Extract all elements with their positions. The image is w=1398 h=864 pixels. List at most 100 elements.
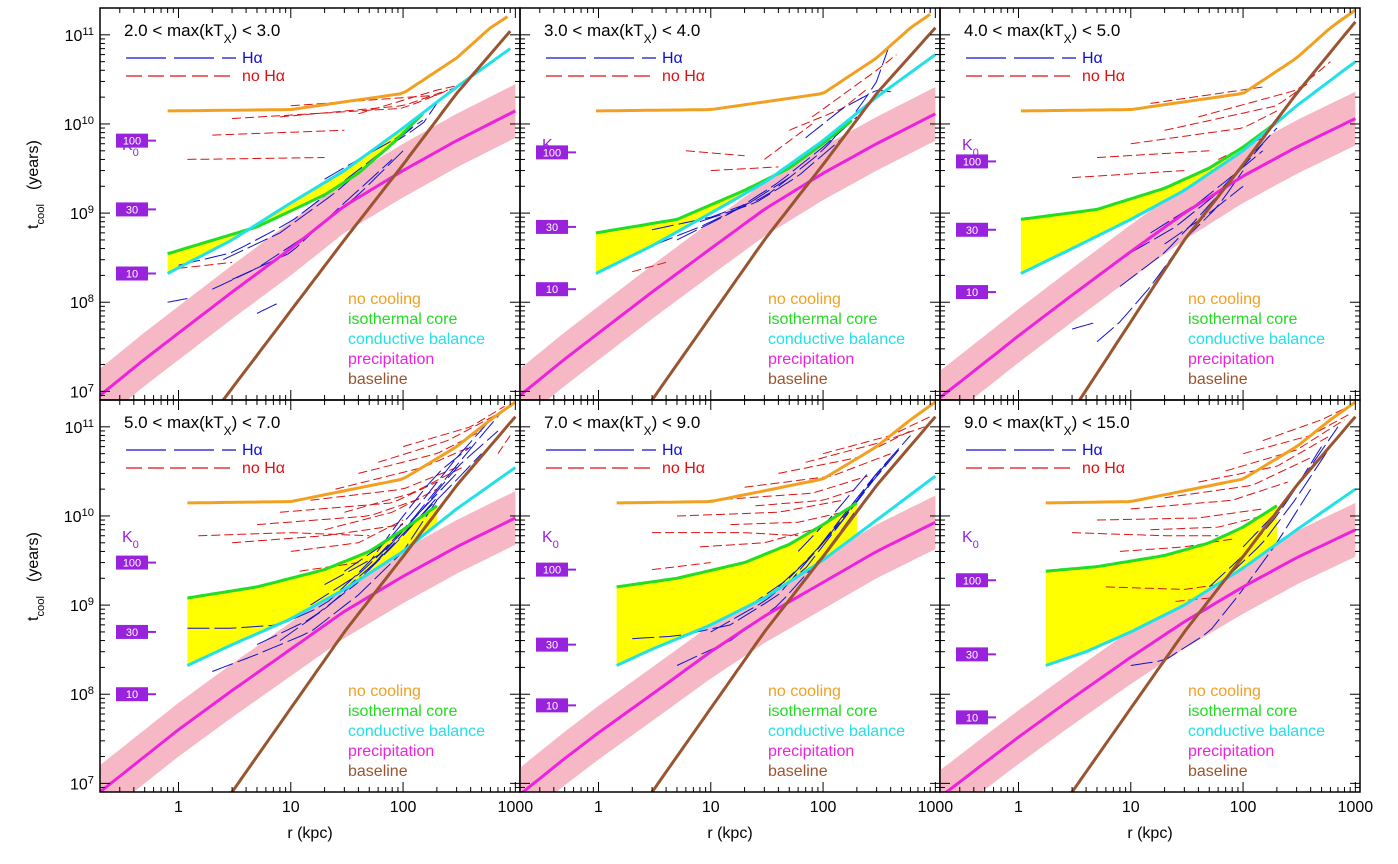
- curve-legend-baseline: baseline: [1188, 371, 1248, 388]
- curve-legend-precipitation: precipitation: [768, 743, 854, 760]
- no-halpha-legend-label: no Hα: [662, 460, 705, 477]
- precipitation-curve: [940, 117, 1357, 399]
- no-halpha-profile-7: [805, 426, 925, 463]
- k0-tick-label: 10: [966, 287, 978, 299]
- no-halpha-profile-5: [764, 123, 813, 160]
- plot-area: [520, 400, 937, 792]
- k0-tick-10: 10: [116, 687, 156, 702]
- no-halpha-profile-6: [1198, 435, 1331, 483]
- x-tick-label: 10: [1122, 799, 1140, 816]
- no-halpha-profile-13: [497, 435, 511, 454]
- no-halpha-profile-2: [1096, 508, 1263, 521]
- plot-area: [940, 8, 1357, 400]
- halpha-profile-6: [1071, 321, 1098, 330]
- k0-tick-100: 100: [116, 555, 156, 570]
- precipitation-curve: [520, 112, 937, 397]
- no-halpha-profile-3: [789, 88, 869, 131]
- halpha-legend-label: Hα: [1082, 50, 1103, 67]
- k0-tick-100: 100: [116, 133, 156, 148]
- k0-label: K0: [122, 529, 139, 551]
- y-axis-label-group: tcool (years): [25, 532, 47, 621]
- panel-title: 4.0 < max(kTX) < 5.0: [964, 21, 1120, 46]
- halpha-profile-3: [1130, 127, 1278, 254]
- x-axis-label: r (kpc): [287, 825, 332, 842]
- no-halpha-profile-10: [324, 488, 438, 531]
- x-tick-label: 1: [174, 799, 183, 816]
- k0-tick-label: 10: [546, 700, 558, 712]
- curve-legend-baseline: baseline: [1188, 763, 1248, 780]
- no-halpha-legend-label: no Hα: [242, 460, 285, 477]
- axis-ticks: [519, 399, 940, 793]
- precipitation-curve: [520, 520, 937, 792]
- curve-legend-baseline: baseline: [768, 371, 828, 388]
- k0-tick-label: 10: [126, 269, 138, 281]
- k0-tick-label: 30: [126, 204, 138, 216]
- curve-legend-isothermal-core: isothermal core: [1188, 703, 1297, 720]
- panel-4: 1 10 100 1000 r (kpc) 107 108 109 1010 1011 tcool (…: [25, 399, 533, 842]
- halpha-profile-6: [324, 408, 505, 586]
- y-tick-label: 1011: [65, 26, 94, 45]
- plot-area: [100, 400, 517, 792]
- no-halpha-profile-5: [1198, 61, 1331, 118]
- no-halpha-legend-label: no Hα: [1082, 68, 1125, 85]
- y-axis-label-units: (years): [25, 140, 42, 190]
- no-halpha-profile-1: [187, 157, 325, 160]
- k0-tick-100: 100: [536, 562, 576, 577]
- curve-legend-conductive-balance: conductive balance: [1188, 331, 1325, 348]
- curve-legend-isothermal-core: isothermal core: [1188, 311, 1297, 328]
- no-halpha-profile-1: [652, 532, 799, 537]
- k0-tick-10: 10: [536, 698, 576, 713]
- no-halpha-profile-1: [710, 166, 779, 172]
- precipitation-curve: [100, 516, 517, 792]
- k0-tick-label: 30: [966, 649, 978, 661]
- curve-legend-no-cooling: no cooling: [1188, 683, 1261, 700]
- no-halpha-profile-7: [358, 83, 465, 115]
- k0-tick-label: 100: [543, 565, 561, 577]
- curve-legend-baseline: baseline: [348, 763, 408, 780]
- no-halpha-profile-2: [685, 150, 745, 157]
- no-halpha-profile-4: [811, 54, 897, 118]
- k0-tick-label: 100: [963, 156, 981, 168]
- no-halpha-profile-3: [710, 475, 868, 501]
- x-tick-label: 100: [390, 799, 417, 816]
- k0-tick-10: 10: [956, 710, 996, 725]
- halpha-legend-label: Hα: [1082, 442, 1103, 459]
- isothermal-core-curve: [616, 501, 858, 589]
- halpha-profile-2: [676, 116, 858, 241]
- panel-title: 7.0 < max(kTX) < 9.0: [544, 413, 700, 438]
- conductive-balance-curve: [1045, 487, 1357, 667]
- no-halpha-profile-6: [178, 261, 233, 269]
- axis-ticks: [99, 7, 520, 401]
- y-tick-label: 1010: [64, 507, 94, 526]
- no-halpha-profile-6: [1150, 86, 1263, 104]
- conductive-balance-curve: [186, 466, 517, 667]
- y-tick-label: 109: [70, 596, 94, 615]
- panel-6: 1 10 100 1000 r (kpc) 9.0 < max(kTX) < 15.0 Hα…: [939, 399, 1373, 842]
- no-cooling-curve: [596, 13, 932, 113]
- axis-ticks: [939, 7, 1360, 401]
- no-halpha-profile-6: [335, 446, 471, 490]
- isothermal-core-curve: [167, 112, 424, 256]
- isothermal-conductive-fill: [167, 112, 423, 274]
- precipitation-band: [520, 495, 936, 792]
- k0-tick-label: 30: [966, 225, 978, 237]
- k0-tick-100: 100: [956, 154, 996, 169]
- conductive-balance-curve: [615, 474, 937, 667]
- isothermal-core-curve: [595, 119, 853, 235]
- curve-legend-isothermal-core: isothermal core: [768, 311, 877, 328]
- no-halpha-profile-4: [730, 511, 843, 526]
- conductive-balance-curve: [1020, 60, 1357, 275]
- precipitation-curve: [944, 528, 1357, 792]
- k0-tick-label: 10: [546, 284, 558, 296]
- halpha-profile-4: [651, 177, 790, 247]
- k0-tick-10: 10: [116, 266, 156, 281]
- k0-tick-10: 10: [536, 282, 576, 297]
- no-cooling-curve: [1045, 400, 1357, 505]
- curve-legend-precipitation: precipitation: [1188, 743, 1274, 760]
- curve-legend-conductive-balance: conductive balance: [768, 723, 905, 740]
- baseline-curve: [1070, 415, 1357, 792]
- baseline-curve: [650, 415, 937, 792]
- no-halpha-profile-6: [632, 261, 667, 273]
- no-halpha-profile-4: [279, 481, 438, 513]
